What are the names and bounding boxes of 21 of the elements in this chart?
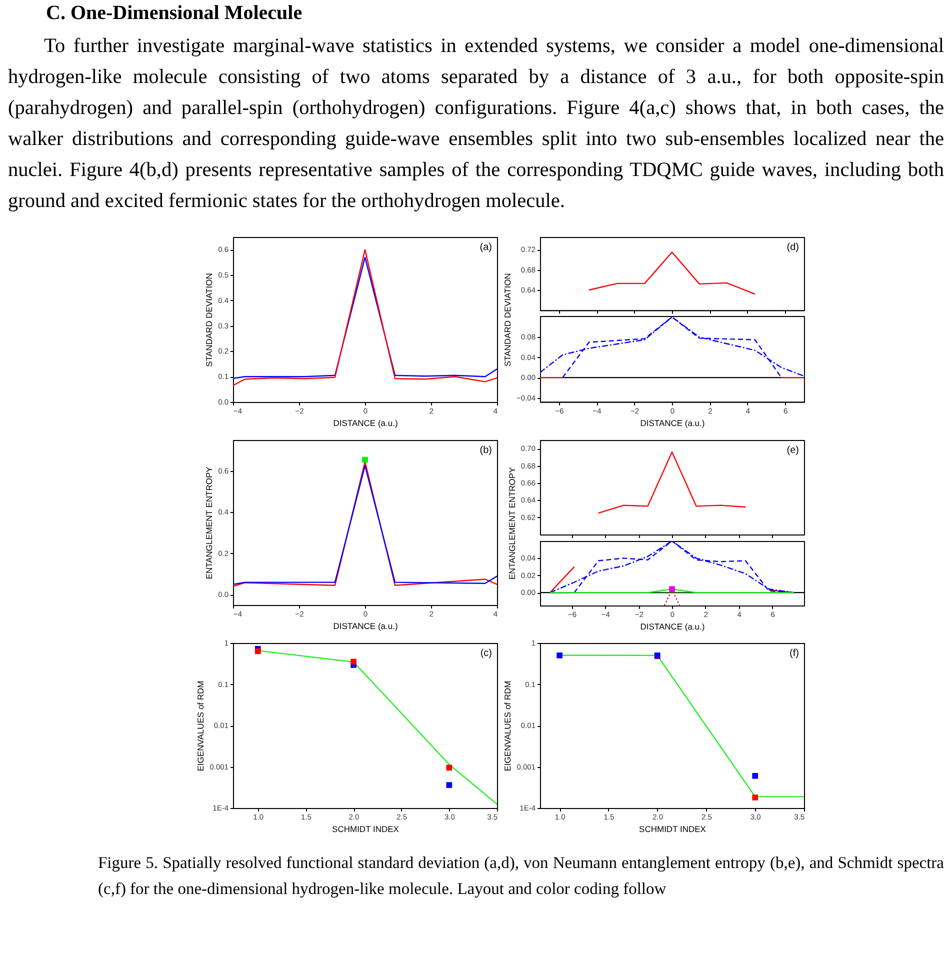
x-axis-title: DISTANCE (a.u.): [333, 418, 398, 428]
x-axis-title: DISTANCE (a.u.): [333, 621, 398, 631]
annotation: (e): [786, 445, 799, 456]
x-axis-title: SCHMIDT INDEX: [639, 824, 706, 834]
chart-subtitle: To further investigate marginal-wave statistics in extended systems, we consider a model one-dimensional hydrogen-like molecule consisting of two atoms separated by a distance of 3 a.u., for both opposite-spin (parahydrogen) and parallel-spin (orthohydrogen) configurations. Figure 4(a,c) shows that, in both cases, the walker distributions and corresponding guide-wave ensembles split into two sub-ensembles localized near the nuclei. Figure 4(b,d) presents representative samples of the corresponding TDQMC guide waves, including both ground and excited fermionic states for the orthohydrogen molecule.: [8, 34, 944, 214]
chart-title: C. One-Dimensional Molecule: [46, 2, 304, 25]
annotation: (c): [480, 648, 492, 659]
x-axis-title: SCHMIDT INDEX: [332, 824, 400, 834]
annotation: (f): [790, 648, 799, 659]
x-axis-title: DISTANCE (a.u.): [640, 620, 705, 631]
y-axis-title: EIGENVALUES of RDM: [502, 680, 513, 772]
y-axis-title: STANDARD DEVIATION: [502, 273, 513, 367]
y-axis-title: ENTANGLEMENT ENTROPY: [506, 466, 517, 580]
y-axis-title: STANDARD DEVIATION: [204, 273, 214, 367]
annotation: (a): [480, 242, 492, 253]
annotation: (d): [786, 242, 799, 253]
annotation: (b): [480, 445, 492, 456]
y-axis-title: ENTANGLEMENT ENTROPY: [204, 466, 214, 580]
caption: Figure 5. Spatially resolved functional standard deviation (a,d), von Neumann entanglement entropy (b,e), and Schmidt spectra (c,f) for the one-dimensional hydrogen-like molecule. Layout and color coding follow: [98, 852, 944, 900]
x-axis-title: DISTANCE (a.u.): [640, 418, 705, 428]
y-axis-title: EIGENVALUES of RDM: [196, 680, 206, 772]
